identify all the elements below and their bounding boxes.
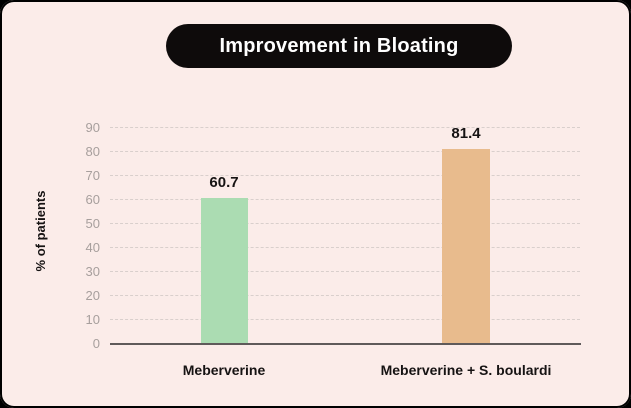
x-category-label-meberverine-s-boulardi: Meberverine + S. boulardi (380, 362, 552, 378)
y-tick-label-80: 80 (85, 144, 100, 159)
gridline-90 (110, 127, 580, 128)
y-tick-label-50: 50 (85, 216, 100, 231)
y-tick-label-10: 10 (85, 312, 100, 327)
y-tick-label-20: 20 (85, 288, 100, 303)
gridline-80 (110, 151, 580, 152)
gridline-40 (110, 247, 580, 248)
chart-title: Improvement in Bloating (219, 34, 459, 57)
y-tick-label-40: 40 (85, 240, 100, 255)
gridline-20 (110, 295, 580, 296)
value-label-meberverine-s-boulardi: 81.4 (451, 124, 481, 142)
chart-title-pill: Improvement in Bloating (166, 24, 512, 68)
gridline-70 (110, 175, 580, 176)
y-tick-label-30: 30 (85, 264, 100, 279)
y-tick-label-0: 0 (92, 336, 100, 351)
gridline-50 (110, 223, 580, 224)
gridline-60 (110, 199, 580, 200)
x-axis-line (110, 343, 581, 345)
x-category-label-meberverine: Meberverine (182, 362, 266, 378)
y-tick-label-90: 90 (85, 120, 100, 135)
bar-meberverine-s-boulardi (442, 148, 490, 343)
gridline-30 (110, 271, 580, 272)
bar-meberverine (200, 198, 248, 343)
y-tick-label-70: 70 (85, 168, 100, 183)
y-tick-label-60: 60 (85, 192, 100, 207)
gridline-10 (110, 319, 580, 320)
value-label-meberverine: 60.7 (209, 174, 239, 192)
